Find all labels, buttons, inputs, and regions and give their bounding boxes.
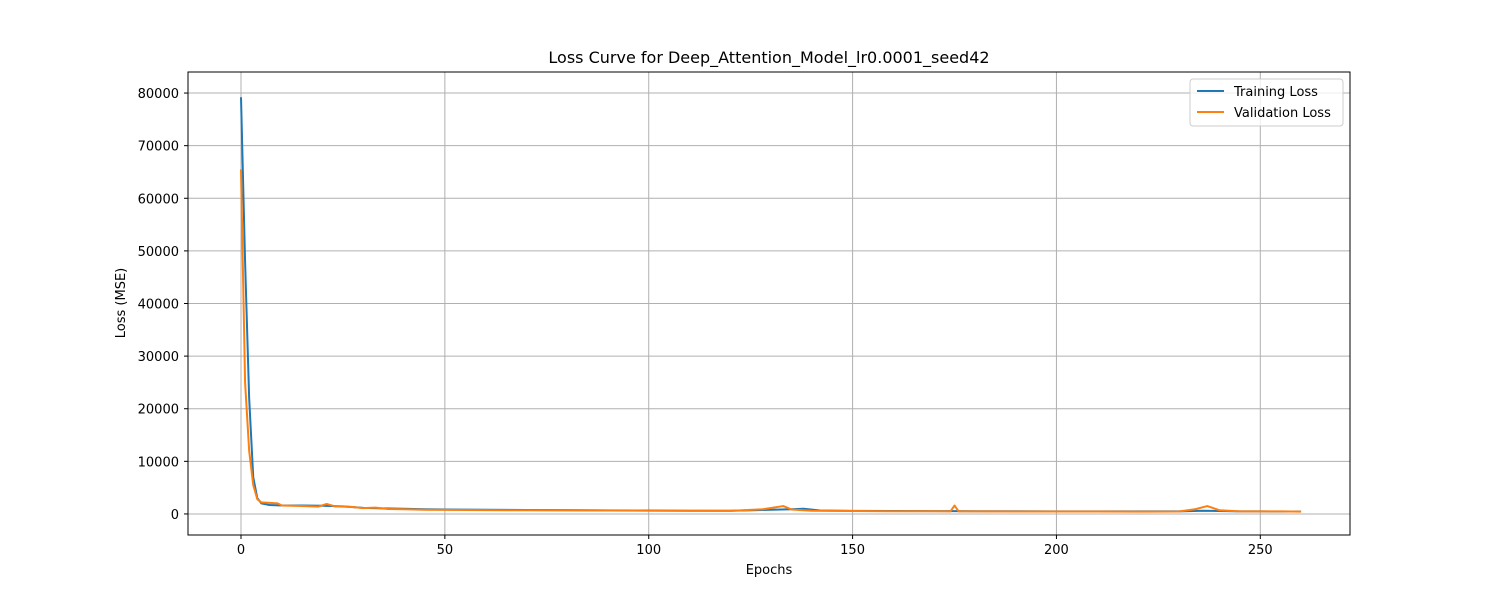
y-tick-label: 80000 xyxy=(138,87,179,102)
chart-title: Loss Curve for Deep_Attention_Model_lr0.… xyxy=(548,48,989,68)
legend-box xyxy=(1189,78,1344,127)
y-tick-label: 10000 xyxy=(138,455,179,470)
x-axis: 0 50 100 150 200 250 xyxy=(237,535,1273,558)
series-layer xyxy=(240,97,1302,513)
legend-label-1: Validation Loss xyxy=(1234,106,1331,121)
x-tick-label: 100 xyxy=(636,543,661,558)
x-tick-label: 200 xyxy=(1044,543,1069,558)
x-tick-label: 50 xyxy=(437,543,454,558)
series-line-0 xyxy=(240,97,1302,513)
grid-lines xyxy=(188,72,1350,535)
y-tick-label: 0 xyxy=(171,508,179,523)
y-tick-label: 40000 xyxy=(138,298,179,313)
x-tick-label: 150 xyxy=(840,543,865,558)
y-axis: 0 10000 20000 30000 40000 50000 60000 70000 8000… xyxy=(138,87,188,523)
legend: Training Loss Validation Loss xyxy=(1189,78,1344,127)
x-axis-label: Epochs xyxy=(746,563,793,578)
y-tick-label: 20000 xyxy=(138,403,179,418)
series-line-1 xyxy=(240,169,1302,513)
x-tick-label: 250 xyxy=(1248,543,1273,558)
y-tick-label: 50000 xyxy=(138,245,179,260)
y-axis-label: Loss (MSE) xyxy=(114,268,129,338)
y-tick-label: 70000 xyxy=(138,140,179,155)
y-tick-label: 30000 xyxy=(138,350,179,365)
y-tick-label: 60000 xyxy=(138,192,179,207)
x-tick-label: 0 xyxy=(237,543,245,558)
legend-label-0: Training Loss xyxy=(1233,85,1318,100)
